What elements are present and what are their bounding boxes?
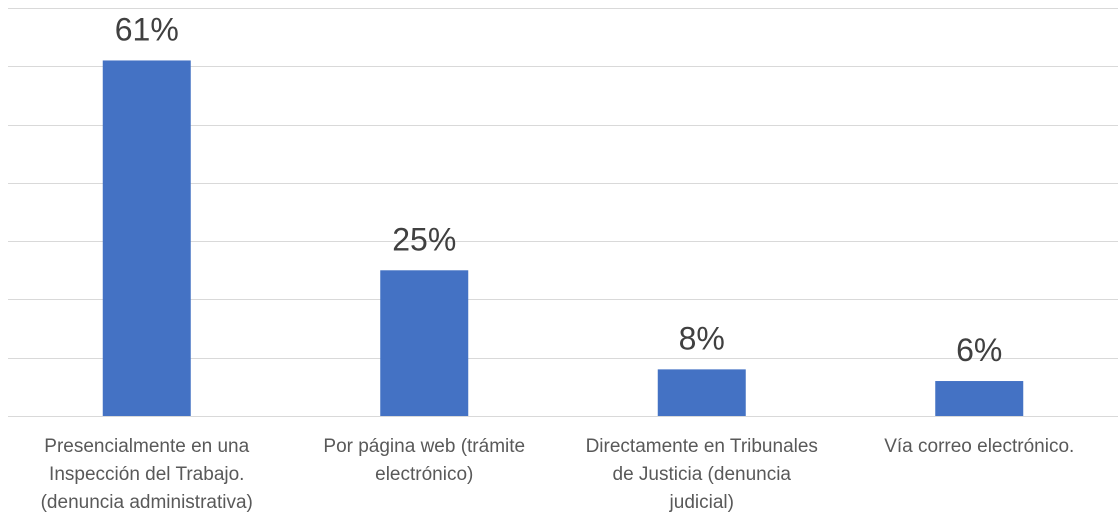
category-label-line: Directamente en Tribunales xyxy=(586,436,818,457)
category-label: Vía correo electrónico. xyxy=(884,436,1074,457)
bar xyxy=(380,270,469,416)
gridlines xyxy=(8,8,1118,417)
category-label-line: electrónico) xyxy=(375,464,473,485)
category-label-line: Vía correo electrónico. xyxy=(884,436,1074,457)
category-label-line: judicial) xyxy=(669,492,734,513)
category-label-line: Presencialmente en una xyxy=(44,436,249,457)
bar-data-label: 61% xyxy=(115,11,179,47)
category-label-line: (denuncia administrativa) xyxy=(41,492,253,513)
bar-data-label: 8% xyxy=(679,320,725,356)
bar xyxy=(935,381,1024,416)
category-label-line: Inspección del Trabajo. xyxy=(49,464,244,485)
category-label-line: Por página web (trámite xyxy=(323,436,525,457)
category-label-line: de Justicia (denuncia xyxy=(613,464,792,485)
category-label: Presencialmente en una Inspección del Tra… xyxy=(41,436,253,513)
bar xyxy=(657,369,746,416)
category-label: Por página web (trámite electrónico) xyxy=(323,436,525,485)
bar-data-label: 25% xyxy=(392,221,456,257)
category-label: Directamente en Tribunales de Justicia (d… xyxy=(586,436,818,513)
bars xyxy=(102,60,1024,416)
data-labels: 61% 25% 8% 6% xyxy=(115,11,1003,368)
category-labels: Presencialmente en una Inspección del Tra… xyxy=(41,436,1075,513)
bar-data-label: 6% xyxy=(956,332,1002,368)
bar xyxy=(102,60,191,416)
